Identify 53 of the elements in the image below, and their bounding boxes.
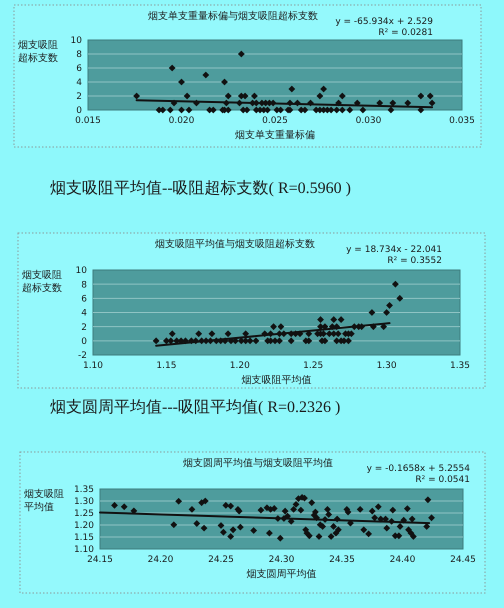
text: y = -0.1658x + 5.2554	[366, 464, 470, 474]
y-tick-label: 1.25	[74, 509, 94, 520]
x-axis-title: 烟支吸阻平均值	[242, 374, 312, 386]
y-tick-label: 4	[76, 78, 82, 88]
x-tick-label: 24.20	[148, 555, 174, 565]
y-tick-label: 2	[81, 322, 87, 333]
y-tick-label: 4	[81, 308, 88, 319]
x-tick-label: 1.35	[450, 361, 470, 371]
text: R² = 0.0281	[378, 28, 433, 38]
text: 烟支吸阻平均值--吸阻超标支数( R=0.5960 )	[50, 179, 352, 197]
x-tick-label: 0.015	[75, 116, 101, 126]
text: R² = 0.0541	[415, 475, 470, 485]
y-tick-label: 0	[81, 337, 88, 348]
y-tick-label: 6	[76, 64, 82, 74]
x-tick-label: 0.020	[168, 116, 195, 126]
y-tick-label: 1.20	[74, 521, 94, 532]
x-tick-label: 0.035	[449, 116, 475, 126]
y-tick-label: 1.30	[74, 497, 94, 508]
x-tick-label: 0.030	[356, 116, 382, 126]
x-tick-label: 1.25	[303, 361, 324, 371]
y-axis-title: 烟支吸阻超标支数	[18, 39, 58, 64]
text: R² = 0.3552	[387, 256, 442, 266]
y-tick-label: 8	[81, 280, 88, 290]
y-tick-label: 1.10	[74, 545, 94, 556]
x-tick-label: 24.45	[450, 555, 476, 565]
x-axis-title: 烟支单支重量标偏	[235, 129, 315, 141]
y-tick-label: 2	[76, 92, 82, 102]
chart-title: 烟支单支重量标偏与烟支吸阻超标支数	[148, 10, 318, 22]
y-tick-label: 1.35	[74, 485, 94, 496]
y-axis-title: 烟支吸阻平均值	[24, 488, 64, 513]
text: y = -65.934x + 2.529	[335, 17, 434, 27]
x-tick-label: 24.25	[208, 555, 234, 565]
y-tick-label: 6	[81, 294, 88, 305]
x-tick-label: 24.15	[87, 555, 113, 565]
chart-title: 烟支圆周平均值与烟支吸阻平均值	[183, 457, 333, 469]
x-tick-label: 0.025	[262, 116, 288, 126]
y-tick-label: 10	[70, 36, 82, 46]
x-axis-title: 烟支圆周平均值	[246, 568, 316, 580]
y-tick-label: 8	[76, 50, 82, 60]
x-tick-label: 24.35	[329, 555, 355, 565]
chart-title: 烟支吸阻平均值与烟支吸阻超标支数	[155, 238, 315, 250]
x-tick-label: 1.15	[156, 361, 176, 371]
x-tick-label: 24.30	[268, 555, 295, 565]
text: y = 18.734x - 22.041	[346, 245, 442, 255]
y-tick-label: -2	[78, 351, 87, 362]
text: 烟支圆周平均值---吸阻平均值( R=0.2326 )	[50, 398, 340, 416]
y-axis-title: 烟支吸阻超标支数	[22, 269, 62, 294]
y-tick-label: 10	[76, 266, 88, 276]
x-tick-label: 1.20	[230, 361, 250, 371]
x-tick-label: 24.40	[390, 555, 416, 565]
y-tick-label: 0	[76, 106, 82, 116]
x-tick-label: 1.30	[376, 361, 397, 371]
y-tick-label: 1.15	[74, 533, 94, 544]
